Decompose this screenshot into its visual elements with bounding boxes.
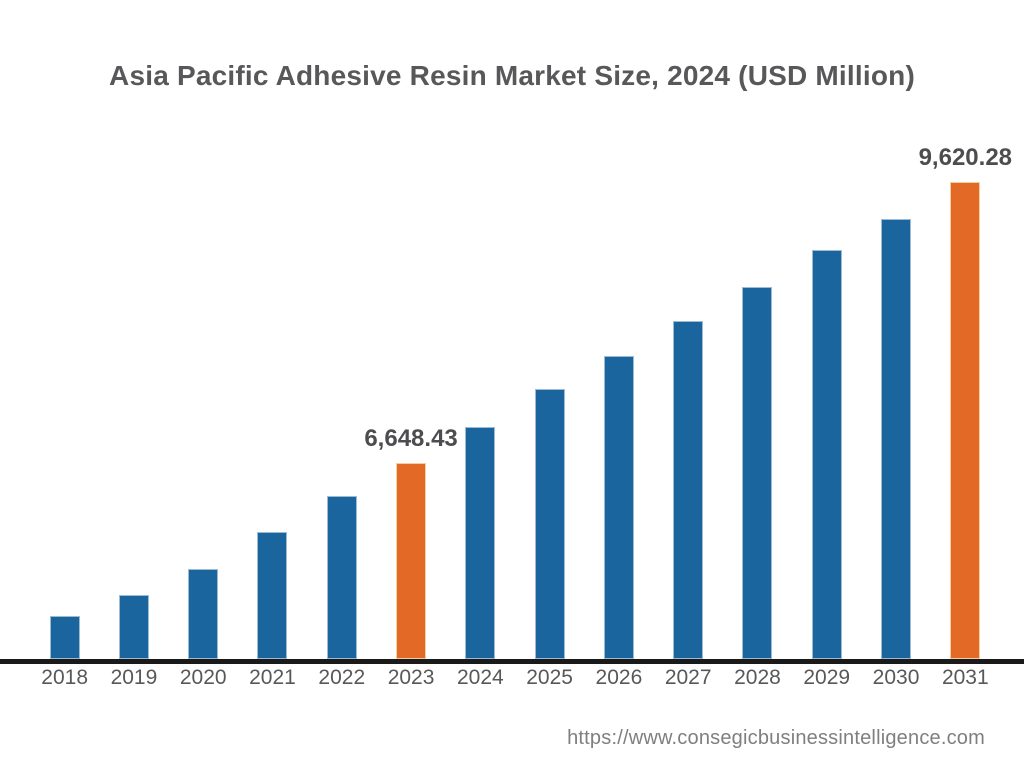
bar-2025 — [534, 389, 565, 659]
bar-2026 — [603, 356, 634, 659]
chart-column-2031: 9,620.28 — [919, 144, 1012, 659]
x-tick-2027: 2027 — [664, 666, 712, 689]
value-label-2023: 6,648.43 — [364, 425, 458, 452]
chart-column-2021 — [238, 182, 307, 659]
x-axis-line — [0, 659, 1024, 664]
bar-2029 — [811, 250, 842, 659]
x-tick-2022: 2022 — [318, 666, 366, 689]
x-tick-2026: 2026 — [595, 666, 643, 689]
x-tick-2021: 2021 — [249, 666, 296, 689]
chart-column-2024 — [446, 182, 515, 659]
bar-2019 — [118, 595, 149, 659]
chart-column-2018 — [30, 182, 99, 659]
bar-2028 — [742, 287, 773, 659]
chart-column-2023: 6,648.43 — [364, 182, 458, 659]
x-tick-2023: 2023 — [387, 666, 435, 689]
x-tick-2031: 2031 — [941, 666, 989, 689]
x-tick-2020: 2020 — [179, 666, 227, 689]
x-axis-ticks: 2018 2019 2020 2021 2022 2023 2024 2025 2026 2027… — [30, 666, 1000, 690]
chart-column-2029 — [792, 182, 861, 659]
bar-2023 — [396, 463, 427, 659]
chart-column-2028 — [723, 182, 792, 659]
bar-2021 — [257, 532, 288, 659]
x-tick-2018: 2018 — [41, 666, 88, 689]
bar-2031 — [950, 182, 981, 659]
chart-title: Asia Pacific Adhesive Resin Market Size,… — [109, 60, 915, 91]
bar-2027 — [673, 321, 704, 659]
bar-2022 — [326, 496, 357, 659]
x-tick-2028: 2028 — [734, 666, 781, 689]
bar-2024 — [465, 427, 496, 659]
x-tick-2025: 2025 — [526, 666, 573, 689]
bar-2020 — [188, 569, 219, 659]
bars-row: 6,648.43 9,620.28 — [30, 144, 1012, 659]
chart-column-2025 — [515, 182, 584, 659]
bar-2030 — [881, 219, 912, 659]
chart-column-2030 — [861, 182, 930, 659]
chart-column-2019 — [99, 182, 168, 659]
x-tick-2019: 2019 — [110, 666, 158, 689]
source-url: https://www.consegicbusinessintelligence… — [567, 727, 985, 749]
value-label-2031: 9,620.28 — [918, 144, 1013, 171]
chart-column-2026 — [584, 182, 653, 659]
bar-2018 — [49, 616, 80, 659]
x-tick-2024: 2024 — [456, 666, 504, 689]
chart-column-2027 — [654, 182, 723, 659]
chart-column-2022 — [307, 182, 376, 659]
x-tick-2030: 2030 — [872, 666, 920, 689]
chart-column-2020 — [169, 182, 238, 659]
x-tick-2029: 2029 — [803, 666, 851, 689]
